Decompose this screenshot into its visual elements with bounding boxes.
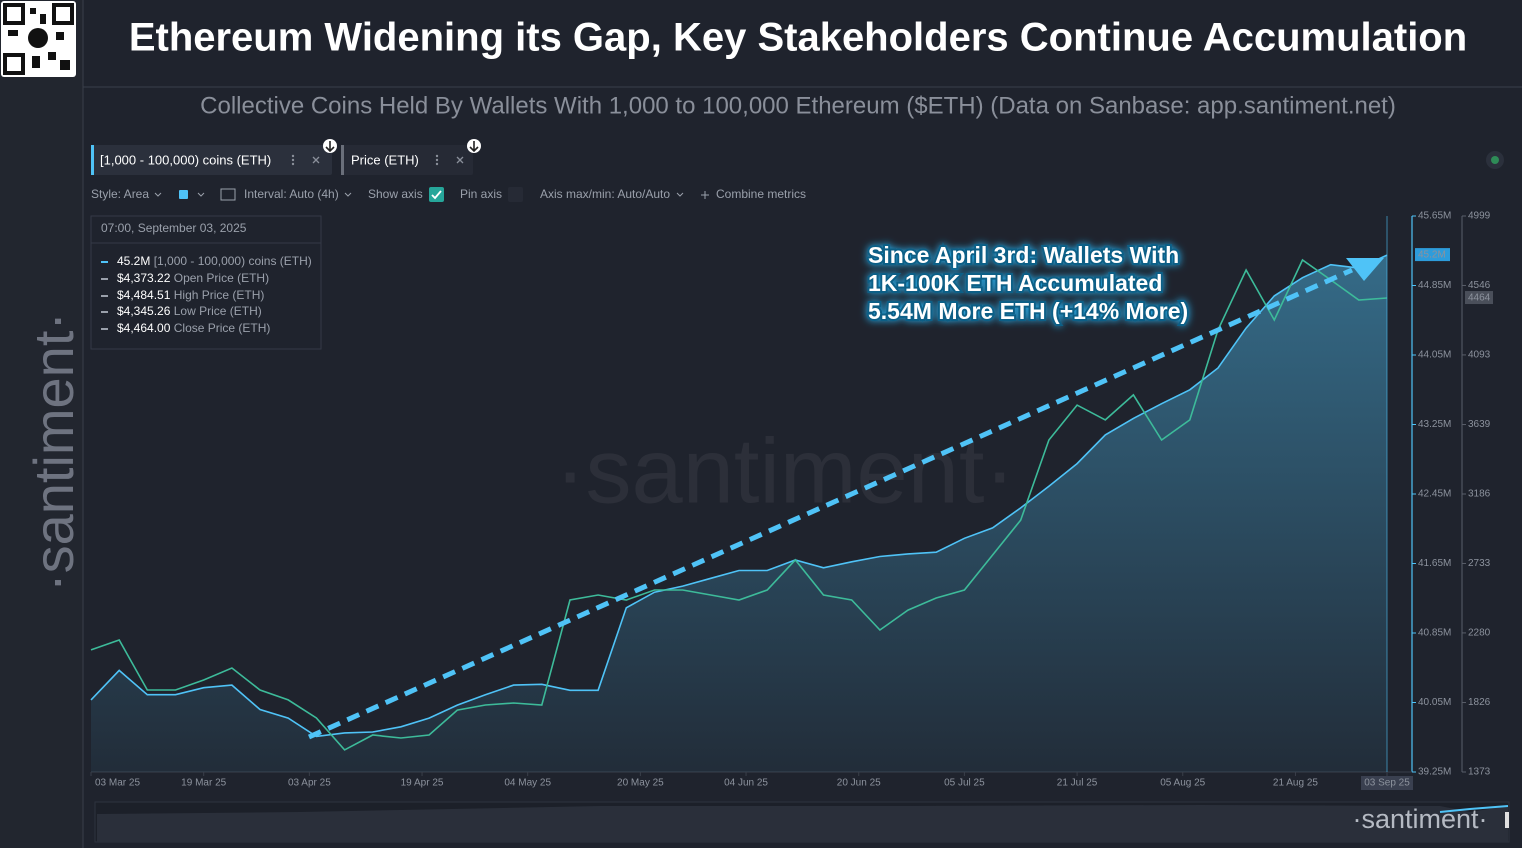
value-badge-label: 4464 <box>1468 293 1491 304</box>
area-line <box>90 254 1388 738</box>
footer-logo: ·santiment· <box>1352 804 1487 834</box>
checkbox[interactable] <box>429 187 444 202</box>
qr-code <box>1 1 76 77</box>
y-tick-label: 44.85M <box>1418 280 1451 291</box>
trend-arrow <box>1346 258 1384 281</box>
y2-tick-label: 2280 <box>1468 628 1491 639</box>
tooltip-row: $4,345.26 Low Price (ETH) <box>117 304 262 318</box>
tooltip-label: High Price (ETH) <box>174 288 265 302</box>
x-tick-label: 21 Aug 25 <box>1273 778 1318 789</box>
side-logo: ·santiment· <box>22 312 85 592</box>
value-badge-label: 45.2M <box>1418 250 1446 261</box>
y2-tick-label: 4999 <box>1468 211 1491 222</box>
tooltip-label: Low Price (ETH) <box>174 304 262 318</box>
title: Ethereum Widening its Gap, Key Stakehold… <box>129 16 1467 60</box>
tooltip-time: 07:00, September 03, 2025 <box>101 221 247 235</box>
status-dot <box>1491 156 1499 164</box>
tooltip-row: $4,464.00 Close Price (ETH) <box>117 321 270 335</box>
y2-tick-label: 3186 <box>1468 489 1491 500</box>
x-tick-label: 19 Mar 25 <box>181 778 226 789</box>
annotation: Since April 3rd: Wallets With <box>868 242 1179 268</box>
area <box>91 255 1387 773</box>
value-badge <box>1465 291 1493 305</box>
plot: 39.25M 40.05M 40.85M 41.65M 42.45M 43.25M 44.0… <box>90 211 1493 790</box>
line <box>90 258 1388 751</box>
y-tick-label: 44.05M <box>1418 350 1451 361</box>
sidebar <box>0 0 83 848</box>
x-tick-label: 21 Jul 25 <box>1057 778 1098 789</box>
tooltip: 07:00, September 03, 2025 45.2M [1,000 -… <box>90 215 322 350</box>
subtitle: Collective Coins Held By Wallets With 1,… <box>200 92 1396 119</box>
x-tick-label: 05 Aug 25 <box>1160 778 1205 789</box>
interval-select[interactable]: Interval: Auto (4h) <box>244 187 339 201</box>
y2-tick-label: 3639 <box>1468 419 1491 430</box>
tooltip-value: $4,464.00 <box>117 321 171 335</box>
annotation: 5.54M More ETH (+14% More) <box>868 298 1188 324</box>
x-tick-highlight <box>1361 776 1413 790</box>
x-tick-label: 03 Apr 25 <box>288 778 331 789</box>
trend-line <box>307 267 1354 740</box>
x-tick-label: 19 Apr 25 <box>401 778 444 789</box>
x-tick-label: 03 Mar 25 <box>95 778 140 789</box>
pin-axis[interactable]: Pin axis <box>460 187 502 201</box>
checkbox[interactable] <box>508 187 523 202</box>
tooltip-value: $4,484.51 <box>117 288 171 302</box>
tooltip-row: $4,373.22 Open Price (ETH) <box>117 271 269 285</box>
y2-tick-label: 1373 <box>1468 767 1491 778</box>
show-axis[interactable]: Show axis <box>368 187 423 201</box>
navigator <box>94 801 1510 843</box>
metric-tab[interactable]: Price (ETH) <box>341 139 481 175</box>
tooltip-row: $4,484.51 High Price (ETH) <box>117 288 264 302</box>
tooltip-label: Close Price (ETH) <box>174 321 271 335</box>
y-tick-label: 42.45M <box>1418 489 1451 500</box>
tooltip-row: 45.2M [1,000 - 100,000) coins (ETH) <box>117 254 312 268</box>
x-tick-label: 04 May 25 <box>504 778 551 789</box>
tab-label[interactable]: [1,000 - 100,000) coins (ETH) <box>100 152 271 167</box>
x-tick-label: 20 May 25 <box>617 778 664 789</box>
watermark: ·santiment· <box>555 420 1015 522</box>
tab-label[interactable]: Price (ETH) <box>351 152 419 167</box>
y-tick-label: 40.05M <box>1418 697 1451 708</box>
tooltip-label: Open Price (ETH) <box>174 271 269 285</box>
x-tick-label: 03 Sep 25 <box>1364 778 1410 789</box>
x-tick-label: 04 Jun 25 <box>724 778 768 789</box>
tooltip-value: $4,345.26 <box>117 304 171 318</box>
y2-tick-label: 2733 <box>1468 558 1491 569</box>
y-tick-label: 39.25M <box>1418 767 1451 778</box>
metric-tab[interactable]: [1,000 - 100,000) coins (ETH) <box>91 139 337 175</box>
y-tick-label: 40.85M <box>1418 628 1451 639</box>
y2-tick-label: 1826 <box>1468 697 1491 708</box>
axis-minmax[interactable]: Axis max/min: Auto/Auto <box>540 187 670 201</box>
annotation: 1K-100K ETH Accumulated <box>868 270 1162 296</box>
tooltip-value: $4,373.22 <box>117 271 171 285</box>
y-tick-label: 43.25M <box>1418 419 1451 430</box>
x-tick-label: 05 Jul 25 <box>944 778 985 789</box>
y2-tick-label: 4546 <box>1468 280 1491 291</box>
color-select[interactable] <box>179 190 188 199</box>
toolbar: Style: Area Interval: Auto (4h) Show axi… <box>91 187 806 202</box>
y-tick-label: 45.65M <box>1418 211 1451 222</box>
y-tick-label: 41.65M <box>1418 558 1451 569</box>
tooltip-label: [1,000 - 100,000) coins (ETH) <box>154 254 312 268</box>
y2-tick-label: 4093 <box>1468 350 1491 361</box>
combine-metrics[interactable]: Combine metrics <box>716 187 806 201</box>
value-badge <box>1415 248 1450 262</box>
tooltip-value: 45.2M <box>117 254 150 268</box>
style-select[interactable]: Style: Area <box>91 187 149 201</box>
x-tick-label: 20 Jun 25 <box>837 778 881 789</box>
